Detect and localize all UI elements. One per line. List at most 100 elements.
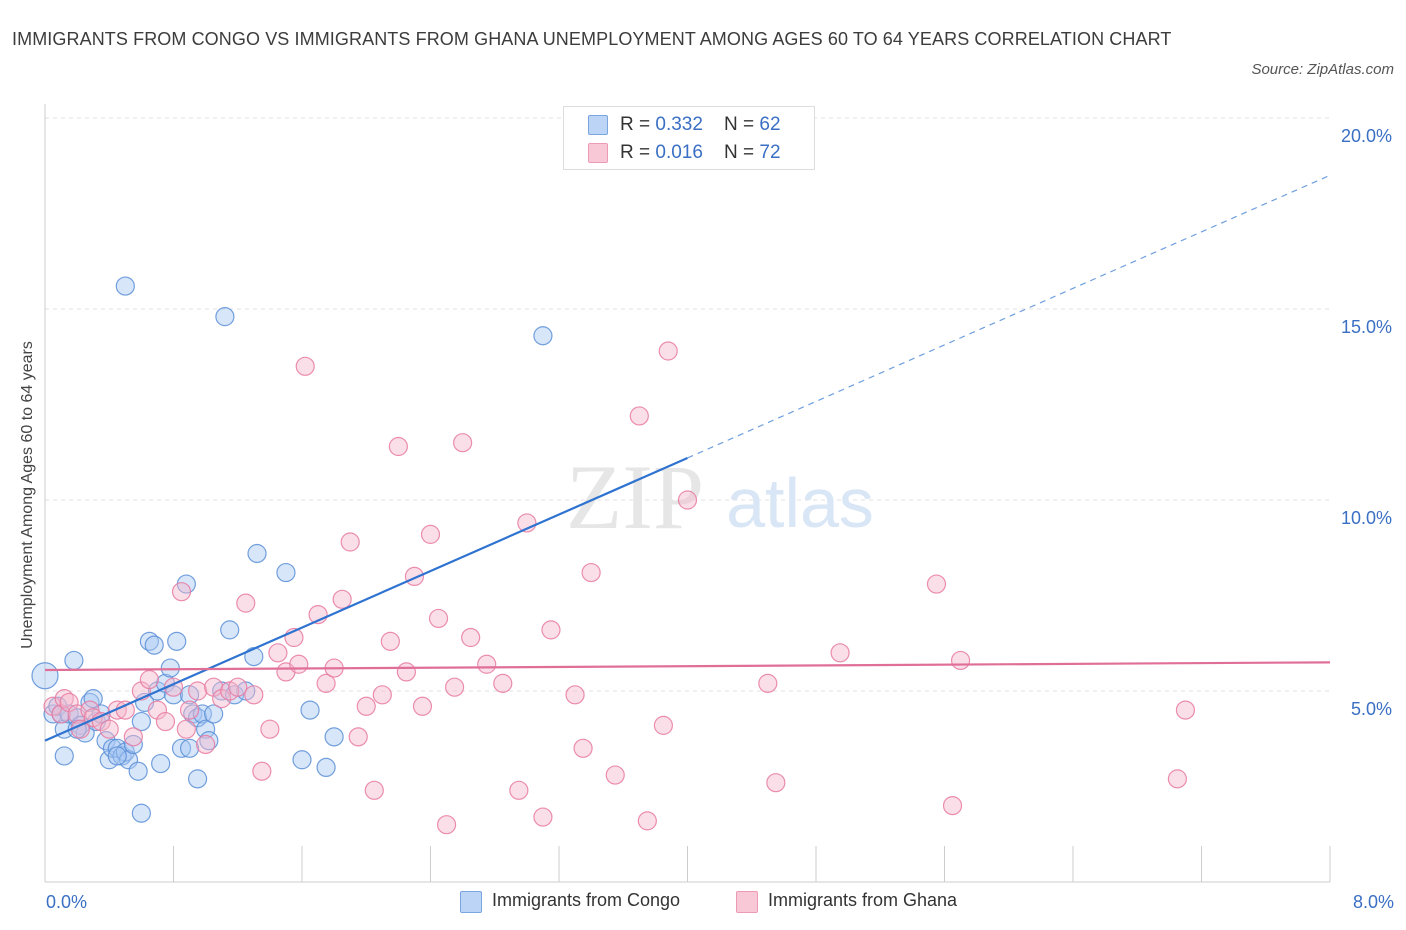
ghana-point-21 — [187, 681, 208, 701]
y-tick-label-10: 10.0% — [1341, 508, 1392, 528]
congo-point-33 — [171, 738, 192, 758]
legend-ghana-r-label: R = — [620, 142, 656, 163]
congo-point-46 — [204, 704, 224, 724]
legend-swatch-ghana — [588, 143, 608, 163]
ghana-point-67 — [637, 811, 657, 831]
congo-trend-line — [44, 456, 688, 742]
bottom-legend-swatch-ghana — [736, 891, 758, 913]
series-congo-points — [31, 276, 553, 823]
legend-ghana-r-value: 0.016 — [655, 142, 703, 163]
congo-point-53 — [276, 562, 296, 583]
congo-point-42 — [107, 746, 127, 766]
congo-point-52 — [247, 543, 267, 564]
ghana-point-15 — [147, 700, 168, 720]
ghana-point-58 — [509, 780, 529, 800]
ghana-point-75 — [942, 795, 963, 816]
watermark-zip: ZIP — [566, 446, 704, 548]
ghana-point-42 — [356, 696, 376, 716]
ghana-point-76 — [950, 650, 971, 671]
ghana-point-45 — [380, 631, 400, 651]
congo-point-43 — [131, 803, 151, 823]
ghana-point-56 — [477, 654, 497, 674]
ghana-point-4 — [67, 704, 87, 724]
legend-congo-n-value: 62 — [759, 114, 781, 135]
ghana-point-24 — [212, 689, 232, 709]
congo-point-56 — [292, 750, 312, 770]
ghana-point-20 — [179, 700, 200, 720]
congo-trend-extension — [687, 174, 1331, 459]
trend-lines — [44, 174, 1331, 742]
ghana-point-43 — [364, 780, 384, 800]
ghana-point-74 — [926, 574, 947, 594]
legend-congo-n-label: N = — [724, 114, 760, 135]
ghana-point-37 — [316, 673, 336, 693]
ghana-point-49 — [412, 696, 433, 716]
ghana-point-18 — [171, 582, 192, 602]
ghana-point-40 — [340, 532, 360, 552]
bottom-legend-swatch-congo — [460, 891, 482, 913]
congo-point-44 — [179, 738, 200, 758]
ghana-point-14 — [139, 669, 160, 690]
chart-title: IMMIGRANTS FROM CONGO VS IMMIGRANTS FROM… — [12, 29, 1172, 49]
ghana-point-19 — [176, 719, 196, 739]
congo-point-48 — [220, 620, 240, 640]
congo-point-22 — [128, 761, 148, 781]
ghana-point-65 — [605, 765, 625, 785]
congo-point-40 — [54, 746, 74, 766]
congo-point-51 — [244, 647, 264, 667]
congo-point-28 — [151, 753, 171, 774]
congo-point-6 — [64, 650, 84, 671]
ghana-point-71 — [758, 673, 778, 693]
legend-ghana-n-value: 72 — [759, 142, 781, 163]
x-tick-label-min: 0.0% — [46, 892, 88, 912]
ghana-point-41 — [348, 727, 368, 747]
ghana-point-50 — [420, 524, 441, 544]
ghana-point-61 — [541, 620, 561, 640]
congo-point-11 — [83, 689, 103, 709]
ghana-point-29 — [252, 761, 272, 781]
ghana-point-44 — [372, 685, 392, 705]
ghana-point-28 — [244, 685, 264, 705]
congo-point-58 — [115, 276, 135, 296]
ghana-point-63 — [573, 738, 593, 758]
legend-congo-r-label: R = — [620, 114, 656, 135]
congo-point-54 — [300, 700, 320, 720]
ghana-point-46 — [388, 436, 408, 457]
ghana-point-30 — [260, 719, 280, 739]
ghana-point-9 — [99, 719, 119, 739]
ghana-point-57 — [493, 673, 513, 693]
ghana-point-52 — [436, 815, 457, 835]
ghana-point-35 — [295, 356, 315, 376]
congo-point-38 — [192, 704, 213, 724]
ghana-point-23 — [204, 677, 224, 697]
ghana-point-64 — [581, 562, 601, 583]
ghana-point-78 — [1175, 700, 1196, 720]
ghana-point-16 — [155, 711, 176, 732]
ghana-point-51 — [428, 608, 449, 629]
congo-point-30 — [160, 658, 180, 678]
ghana-point-39 — [332, 589, 352, 609]
bottom-legend-label-ghana: Immigrants from Ghana — [768, 890, 958, 910]
ghana-point-12 — [123, 727, 143, 747]
congo-point-57 — [324, 727, 344, 747]
ghana-point-72 — [766, 773, 786, 793]
congo-point-59 — [187, 769, 208, 789]
bottom-legend-label-congo: Immigrants from Congo — [492, 890, 681, 910]
ghana-point-10 — [107, 700, 127, 720]
ghana-point-34 — [289, 654, 309, 674]
ghana-point-22 — [196, 734, 216, 755]
ghana-point-47 — [396, 662, 417, 682]
ghana-point-66 — [629, 406, 649, 426]
congo-point-39 — [196, 719, 216, 739]
ghana-point-70 — [677, 490, 698, 510]
ghana-point-55 — [461, 627, 481, 648]
ghana-point-73 — [830, 643, 850, 663]
x-tick-label-max: 8.0% — [1352, 892, 1394, 912]
congo-point-61 — [533, 326, 553, 346]
watermark: ZIP atlas — [566, 446, 874, 548]
ghana-point-62 — [565, 685, 585, 705]
ghana-point-3 — [59, 692, 79, 713]
ghana-point-11 — [115, 700, 135, 720]
watermark-atlas: atlas — [726, 464, 874, 542]
